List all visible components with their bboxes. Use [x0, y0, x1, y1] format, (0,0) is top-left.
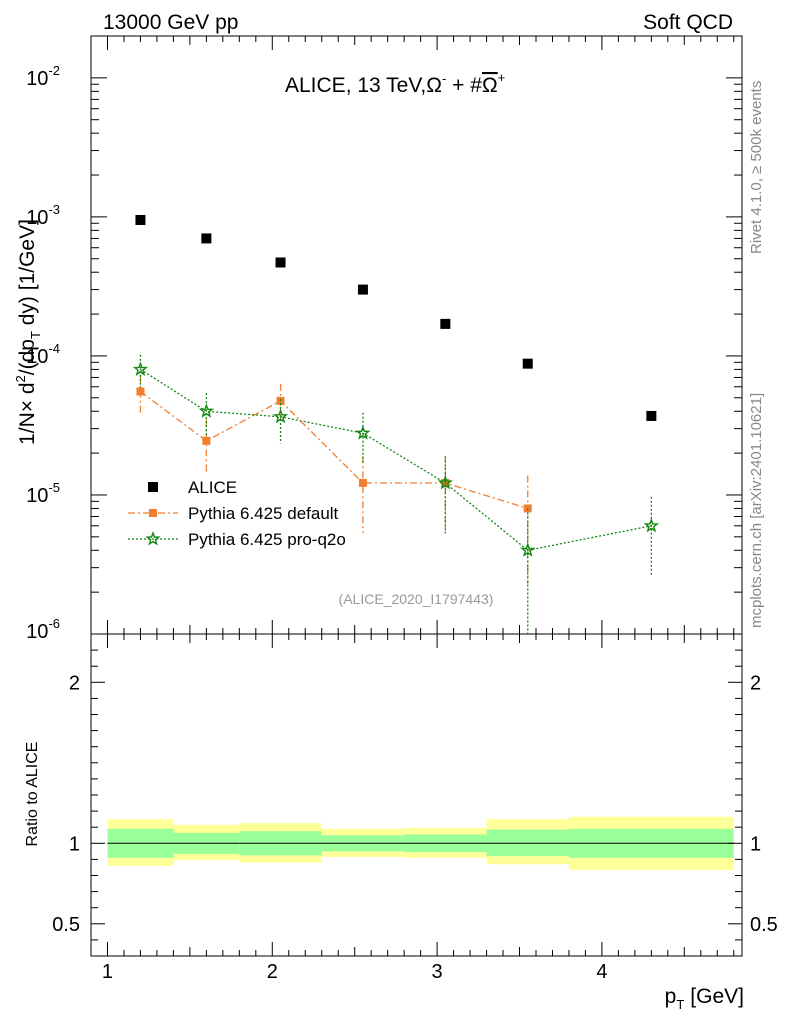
legend-label-1: Pythia 6.425 default — [188, 504, 339, 523]
series-0 — [135, 214, 657, 421]
x-axis-label: pT [GeV] — [665, 985, 744, 1012]
x-tick-label-2: 2 — [267, 961, 278, 983]
data-point — [357, 284, 368, 295]
data-point — [355, 425, 371, 440]
x-tick-label-1: 1 — [102, 961, 113, 983]
analysis-id: (ALICE_2020_I1797443) — [339, 591, 494, 607]
legend-marker-1 — [149, 509, 157, 517]
data-point — [275, 257, 286, 268]
ratio-tick-label-right-1: 1 — [750, 833, 761, 855]
data-point — [132, 361, 149, 376]
data-point — [522, 358, 533, 369]
series-line-1 — [140, 390, 528, 510]
omega-bar: Ω — [482, 74, 498, 97]
legend: ALICE Pythia 6.425 default Pythia 6.425 pr… — [128, 478, 346, 549]
legend-marker-0 — [148, 482, 158, 492]
series-2 — [132, 354, 660, 634]
legend-label-2: Pythia 6.425 pro-q2o — [188, 530, 346, 549]
ratio-panel: 1 2 3 4 0.5 0.5 1 1 2 2 — [52, 633, 778, 983]
data-point — [202, 436, 211, 445]
ratio-tick-label-left-1: 1 — [69, 833, 80, 855]
data-point — [136, 387, 145, 396]
series-line-2 — [140, 368, 652, 551]
y-tick-label--5: 10-5 — [26, 480, 60, 507]
ratio-tick-label-right-0.5: 0.5 — [750, 914, 778, 936]
data-point — [135, 214, 146, 225]
data-point — [646, 410, 657, 421]
data-point — [198, 403, 215, 418]
ratio-y-axis-label: Ratio to ALICE — [24, 742, 41, 847]
data-point — [201, 233, 212, 244]
y-tick-label--3: 10-3 — [26, 202, 60, 229]
x-tick-label-3: 3 — [432, 961, 443, 983]
y-tick-label--4: 10-4 — [26, 341, 60, 368]
series-layer — [132, 214, 660, 634]
legend-label-0: ALICE — [188, 478, 237, 497]
header-right: Soft QCD — [643, 11, 733, 34]
main-panel: 10-2 10-3 10-4 10-5 10-6 — [26, 35, 743, 643]
rivet-label: Rivet 4.1.0, ≥ 500k events — [748, 81, 765, 254]
plot-title: ALICE, 13 TeV,Ω- + #Ω+ — [285, 70, 505, 97]
x-tick-label-4: 4 — [596, 961, 607, 983]
data-point — [358, 478, 367, 487]
data-point — [272, 408, 289, 424]
data-point — [437, 474, 453, 490]
ratio-tick-label-right-2: 2 — [750, 672, 761, 694]
mcplots-label: mcplots.cern.ch [arXiv:2401.10621] — [748, 393, 765, 628]
data-point — [643, 517, 660, 533]
legend-marker-2 — [145, 531, 161, 546]
y-tick-label--2: 10-2 — [26, 63, 60, 90]
y-tick-label--6: 10-6 — [26, 616, 60, 643]
data-point — [440, 318, 451, 329]
ratio-tick-label-left-2: 2 — [69, 672, 80, 694]
ratio-tick-label-left-0.5: 0.5 — [52, 914, 80, 936]
y-axis-label: 1/N× d2/(dpT dy) [1/GeV] — [13, 219, 43, 445]
header-left: 13000 GeV pp — [103, 11, 238, 34]
ratio-frame — [90, 633, 743, 957]
data-point — [520, 542, 536, 557]
